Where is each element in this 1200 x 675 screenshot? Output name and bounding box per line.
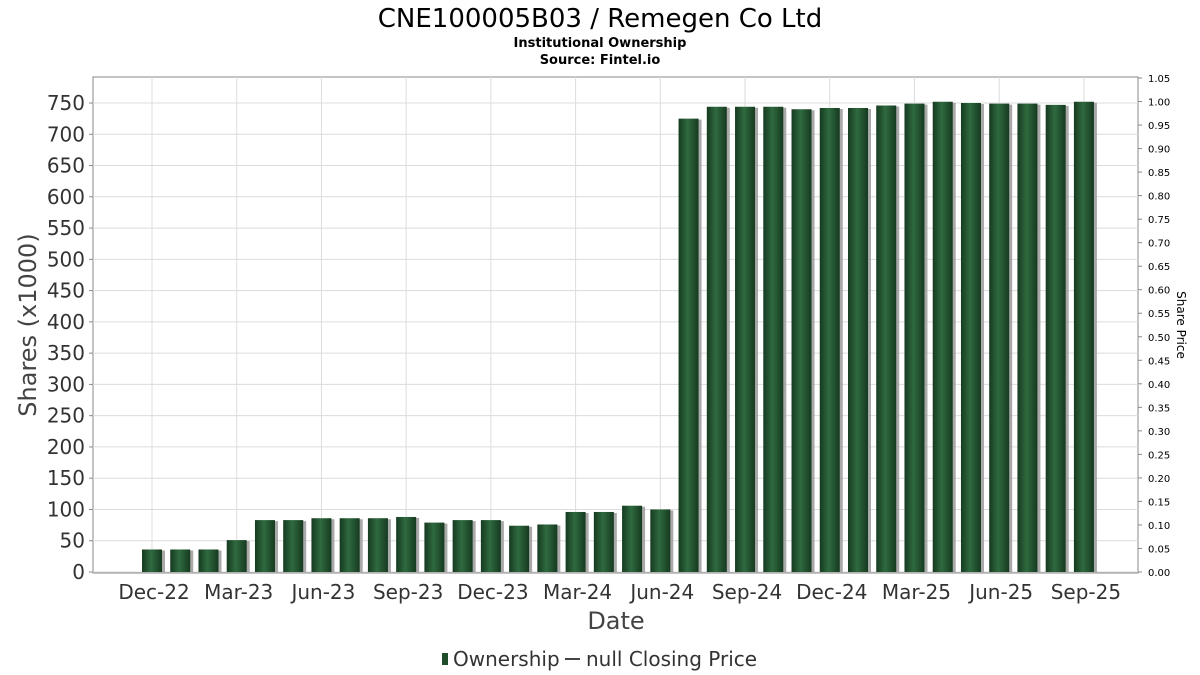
x-tick-label: Mar-23 xyxy=(204,580,273,604)
chart-subtitle: Institutional Ownership xyxy=(514,36,687,51)
ownership-bar xyxy=(876,105,897,572)
y-tick-label: 700 xyxy=(47,122,85,146)
ownership-bar xyxy=(989,103,1010,572)
ownership-bar xyxy=(960,103,981,572)
ownership-bar xyxy=(367,518,388,572)
ownership-bar xyxy=(678,118,699,572)
y-axis-label: Shares (x1000) xyxy=(14,233,42,416)
y-tick-label: 650 xyxy=(47,154,85,178)
y2-tick-label: 1.05 xyxy=(1148,74,1170,85)
ownership-bar xyxy=(480,520,501,572)
x-tick-label: Sep-25 xyxy=(1051,580,1121,604)
ownership-bar xyxy=(254,520,275,572)
ownership-bar xyxy=(904,103,925,572)
ownership-bar xyxy=(509,525,530,572)
y-tick-label: 550 xyxy=(47,216,85,240)
y-tick-label: 200 xyxy=(47,435,85,459)
y-tick-label: 250 xyxy=(47,404,85,428)
ownership-bar xyxy=(593,511,614,572)
ownership-bar xyxy=(932,101,953,573)
y2-tick-label: 0.35 xyxy=(1148,403,1170,414)
x-tick-label: Sep-24 xyxy=(712,580,782,604)
ownership-bar xyxy=(622,505,643,572)
bars xyxy=(142,101,1097,573)
ownership-bar xyxy=(1073,101,1094,573)
y2-tick-label: 0.70 xyxy=(1148,239,1170,250)
ownership-bar xyxy=(452,520,473,572)
y2-tick-label: 1.00 xyxy=(1148,98,1170,109)
x-axis-ticks: Dec-22 Mar-23 Jun-23 Sep-23 Dec-23 Mar-24 Jun-… xyxy=(118,580,1121,604)
x-tick-label: Sep-23 xyxy=(373,580,443,604)
x-tick-label: Mar-24 xyxy=(543,580,612,604)
x-tick-label: Jun-24 xyxy=(628,580,694,604)
ownership-bar xyxy=(396,516,417,572)
ownership-bar xyxy=(819,108,840,572)
y-tick-label: 100 xyxy=(47,497,85,521)
y2-tick-label: 0.65 xyxy=(1148,262,1170,273)
ownership-bar xyxy=(791,109,812,573)
y2-tick-label: 0.45 xyxy=(1148,356,1170,367)
y-tick-label: 0 xyxy=(72,560,85,584)
legend-ownership-label: Ownership xyxy=(453,647,560,671)
y2-tick-label: 0.15 xyxy=(1148,497,1170,508)
y-tick-label: 450 xyxy=(47,279,85,303)
y-tick-label: 150 xyxy=(47,466,85,490)
y-tick-label: 750 xyxy=(47,91,85,115)
chart-title: CNE100005B03 / Remegen Co Ltd xyxy=(378,4,822,34)
ownership-bar xyxy=(424,522,445,572)
ownership-bar xyxy=(1017,103,1038,572)
x-tick-label: Jun-23 xyxy=(289,580,355,604)
y2-tick-label: 0.05 xyxy=(1148,544,1170,555)
legend-ownership-swatch xyxy=(442,653,448,665)
ownership-bar xyxy=(763,106,784,572)
legend: Ownership null Closing Price xyxy=(442,647,757,671)
chart-source: Source: Fintel.io xyxy=(540,53,661,68)
ownership-bar xyxy=(650,509,671,572)
y-tick-label: 500 xyxy=(47,247,85,271)
y-axis-ticks: 0 50 100 150 200 250 300 350 400 450 500 550 600 650 7… xyxy=(47,91,93,584)
y-tick-label: 300 xyxy=(47,372,85,396)
x-tick-label: Mar-25 xyxy=(882,580,951,604)
y2-tick-label: 0.90 xyxy=(1148,145,1170,156)
ownership-bar xyxy=(226,540,247,572)
ownership-bar xyxy=(198,549,219,572)
ownership-bar xyxy=(283,520,304,572)
y2-axis-ticks: 0.00 0.05 0.10 0.15 0.20 0.25 0.30 0.35 0.40 0.45… xyxy=(1138,74,1170,579)
y2-tick-label: 0.95 xyxy=(1148,121,1170,132)
y-tick-label: 50 xyxy=(60,529,85,553)
ownership-bar xyxy=(565,511,586,572)
ownership-bar xyxy=(339,518,360,572)
y2-tick-label: 0.60 xyxy=(1148,286,1170,297)
ownership-bar xyxy=(537,524,558,572)
ownership-bar xyxy=(170,549,191,572)
y2-tick-label: 0.80 xyxy=(1148,192,1170,203)
y2-axis-label: Share Price xyxy=(1174,291,1188,359)
y2-tick-label: 0.40 xyxy=(1148,380,1170,391)
y-tick-label: 350 xyxy=(47,341,85,365)
x-tick-label: Dec-23 xyxy=(457,580,528,604)
y2-tick-label: 0.10 xyxy=(1148,521,1170,532)
y-tick-label: 400 xyxy=(47,310,85,334)
ownership-bar xyxy=(1045,104,1066,572)
y2-tick-label: 0.50 xyxy=(1148,333,1170,344)
ownership-bar xyxy=(848,108,868,572)
y2-tick-label: 0.75 xyxy=(1148,215,1170,226)
y2-tick-label: 0.25 xyxy=(1148,450,1170,461)
y2-tick-label: 0.20 xyxy=(1148,474,1170,485)
legend-closing-price-label: null Closing Price xyxy=(586,647,757,671)
ownership-bar xyxy=(706,106,727,572)
y2-tick-label: 0.00 xyxy=(1148,568,1170,579)
x-tick-label: Dec-22 xyxy=(118,580,189,604)
y-tick-label: 600 xyxy=(47,185,85,209)
ownership-bar xyxy=(735,106,756,572)
ownership-bar xyxy=(142,549,162,572)
y2-tick-label: 0.30 xyxy=(1148,427,1170,438)
x-tick-label: Dec-24 xyxy=(796,580,867,604)
ownership-bar xyxy=(311,518,332,572)
y2-tick-label: 0.85 xyxy=(1148,168,1170,179)
x-axis-label: Date xyxy=(587,607,644,635)
x-tick-label: Jun-25 xyxy=(967,580,1033,604)
y2-tick-label: 0.55 xyxy=(1148,309,1170,320)
